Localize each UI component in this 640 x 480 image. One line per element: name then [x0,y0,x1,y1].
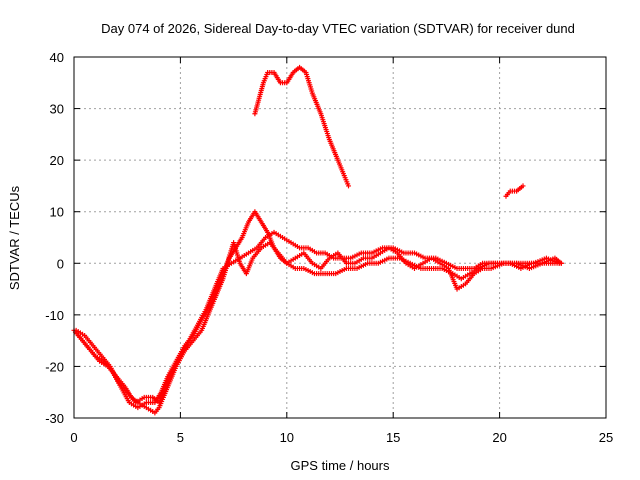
data-layer [71,64,564,416]
x-tick-label: 20 [492,430,506,445]
x-tick-label: 25 [599,430,613,445]
y-tick-labels: -30 -20 -10 0 10 20 30 40 [45,50,64,426]
plot-frame [73,56,607,419]
x-tick-label: 15 [386,430,400,445]
y-tick-label: 10 [50,205,64,220]
x-tick-label: 5 [177,430,184,445]
y-tick-label: 30 [50,102,64,117]
data-point [558,260,564,266]
y-tick-label: -30 [45,411,64,426]
y-tick-label: -20 [45,359,64,374]
y-axis-label: SDTVAR / TECUs [7,185,22,290]
tick-layer [73,56,607,419]
data-point [346,183,352,189]
y-tick-label: 20 [50,153,64,168]
y-tick-label: 0 [57,256,64,271]
y-tick-label: 40 [50,50,64,65]
x-tick-label: 10 [280,430,294,445]
x-axis-label: GPS time / hours [291,458,390,473]
x-tick-labels: 0 5 10 15 20 25 [70,430,613,445]
chart-title: Day 074 of 2026, Sidereal Day-to-day VTE… [101,21,575,36]
data-point [520,183,526,189]
y-tick-label: -10 [45,308,64,323]
x-tick-label: 0 [70,430,77,445]
grid-layer [74,57,606,418]
